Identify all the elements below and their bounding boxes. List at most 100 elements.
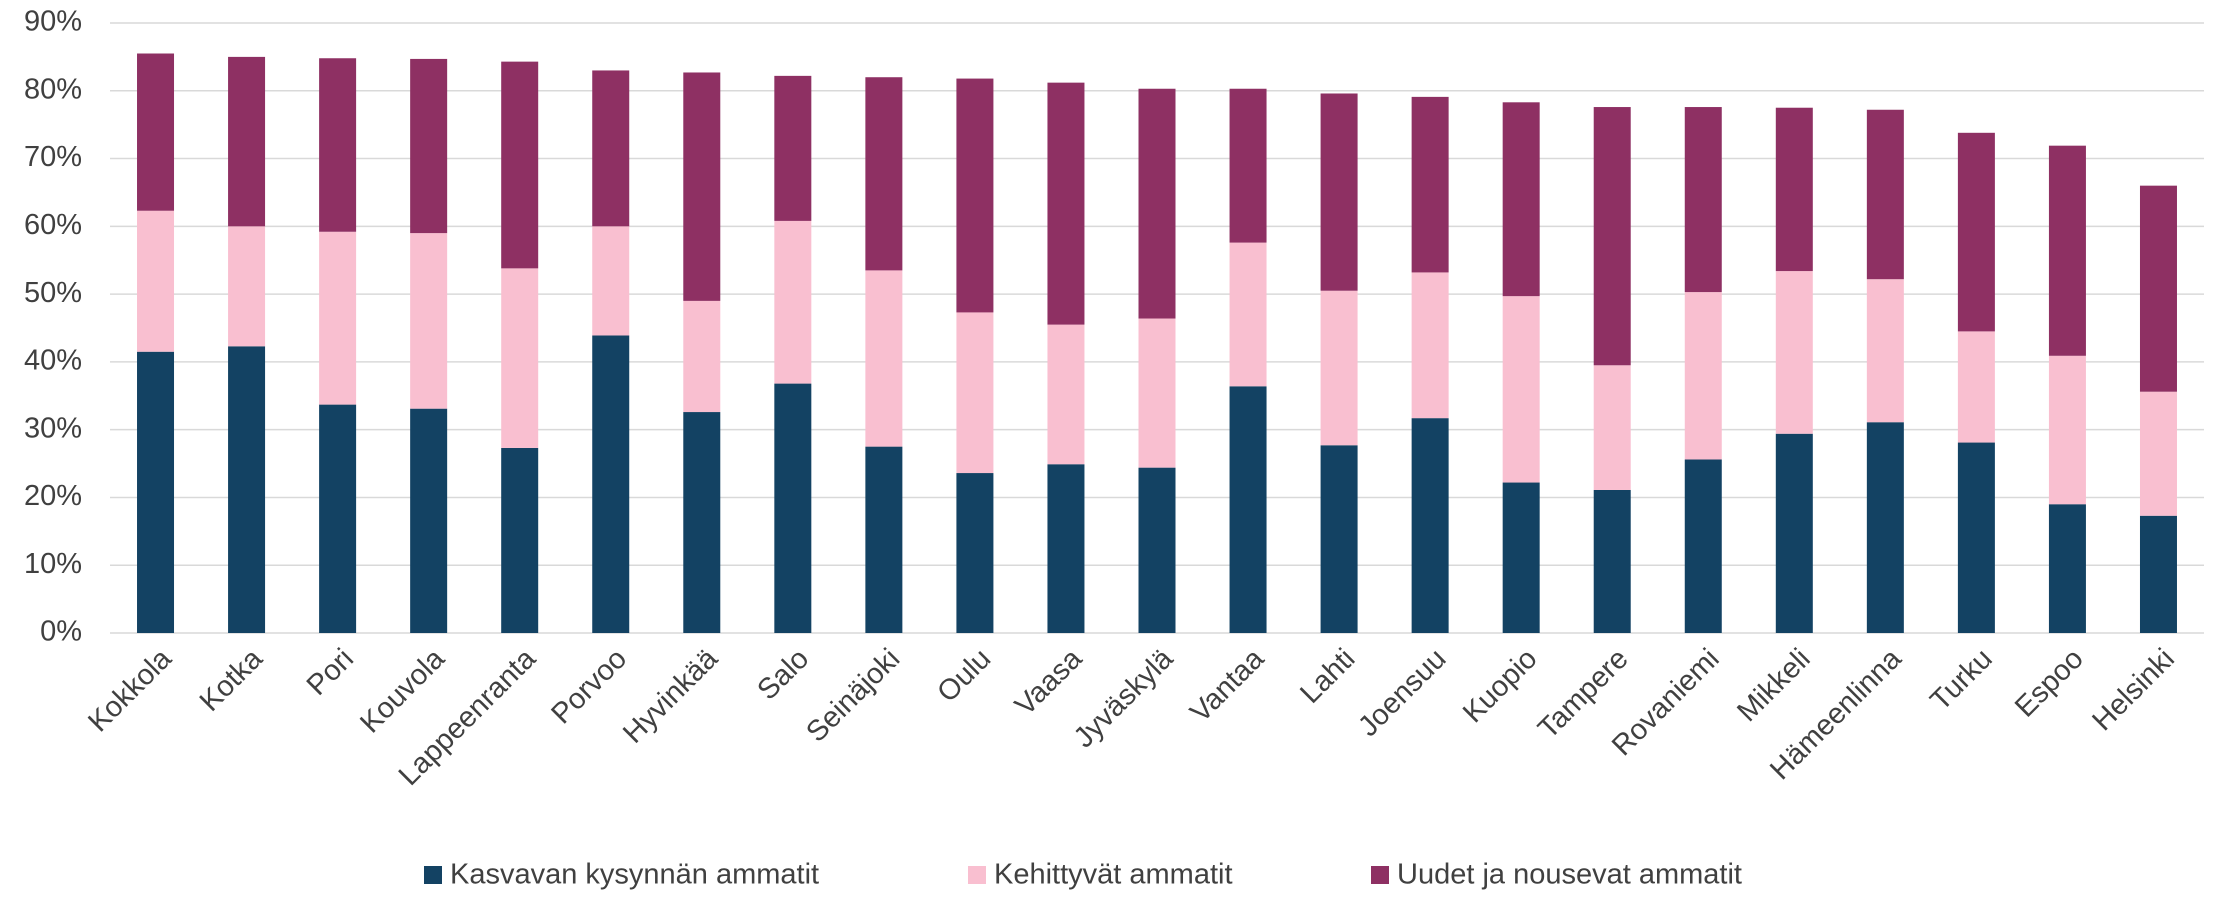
bar-segment [1684,107,1722,293]
bar-segment [501,268,539,448]
bar-segment [228,226,266,347]
x-tick-label: Joensuu [1352,643,1452,743]
bar-segment [1775,271,1813,434]
bar-segment [956,312,994,474]
legend-label: Uudet ja nousevat ammatit [1397,859,1742,891]
bar-segment [1775,107,1813,272]
bar-segment [1138,467,1176,633]
bar-segment [774,220,812,384]
x-tick-label: Helsinki [2086,643,2180,737]
bar-segment [1684,459,1722,633]
bar-segment [1229,88,1267,243]
x-tick-label: Salo [752,643,816,707]
bar-segment [501,447,539,633]
bar-segment [319,404,357,633]
legend-label: Kasvavan kysynnän ammatit [450,859,819,891]
x-tick-label: Seinäjoki [800,643,906,749]
legend-swatch [1371,866,1389,884]
x-tick-label: Vaasa [1009,642,1089,722]
bar-segment [1138,88,1176,319]
bar-segment [774,75,812,221]
bar-segment [592,70,630,227]
x-tick-label: Kokkola [82,642,178,738]
bar-segment [1047,464,1085,633]
bar-segment [410,233,448,409]
y-tick-label: 80% [24,73,82,105]
legend-swatch [968,866,986,884]
bar-segment [1866,279,1904,423]
bar-segment [228,346,266,633]
bar-segment [2139,185,2177,392]
bar-segment [1411,418,1449,633]
bar-segment [1957,331,1995,443]
x-tick-label: Mikkeli [1731,643,1816,728]
x-tick-label: Turku [1924,643,1998,717]
bar-segment [865,270,903,447]
bar-segment [1957,442,1995,633]
bar-segment [501,61,539,269]
y-tick-label: 60% [24,209,82,241]
bar-segment [592,226,630,336]
bar-segment [2139,391,2177,516]
x-tick-label: Hyvinkää [617,642,725,750]
bar-segment [683,300,721,413]
bar-segment [1047,82,1085,325]
bar-segment [1593,107,1631,366]
bar-segment [1229,386,1267,633]
y-tick-label: 50% [24,277,82,309]
bar-segment [1502,102,1540,297]
bar-segment [956,473,994,633]
bar-segment [319,231,357,405]
bar-segment [137,210,175,352]
bar-segment [1866,422,1904,633]
bar-segment [1411,272,1449,419]
x-tick-label: Lahti [1294,643,1361,710]
bar-segment [683,412,721,633]
x-tick-label: Vantaa [1184,642,1271,729]
bar-segment [319,58,357,232]
x-tick-label: Porvoo [545,643,633,731]
y-tick-label: 0% [40,616,82,648]
bar-segment [865,446,903,633]
bar-segment [592,335,630,633]
bar-segment [1684,292,1722,460]
bar-segment [2048,145,2086,356]
x-tick-label: Pori [301,643,360,702]
bar-segment [774,383,812,633]
y-tick-label: 20% [24,480,82,512]
bar-segment [137,53,175,211]
bar-segment [228,56,266,227]
x-tick-label: Espoo [2009,643,2090,724]
bar-segment [1593,489,1631,633]
bar-segment [1320,445,1358,633]
y-tick-label: 30% [24,412,82,444]
bar-segment [410,58,448,234]
bar-segment [683,72,721,301]
bar-segment [1320,93,1358,291]
bar-segment [137,351,175,633]
x-tick-label: Oulu [931,643,997,709]
bar-segment [1502,482,1540,633]
y-tick-label: 10% [24,548,82,580]
y-tick-label: 70% [24,141,82,173]
bar-segment [1229,242,1267,387]
bar-segment [1320,290,1358,446]
bar-segment [1593,365,1631,490]
y-tick-label: 90% [24,6,82,38]
bar-segment [2048,355,2086,505]
legend-swatch [424,866,442,884]
x-tick-label: Kotka [194,642,270,718]
bar-segment [865,77,903,271]
bar-segment [1775,433,1813,633]
legend-label: Kehittyvät ammatit [994,859,1233,891]
bar-segment [1502,296,1540,483]
bar-segment [2048,504,2086,633]
bar-segment [1957,132,1995,332]
x-tick-label: Jyväskylä [1068,642,1180,754]
x-tick-label: Kuopio [1457,643,1543,729]
bar-segment [2139,515,2177,633]
y-tick-label: 40% [24,345,82,377]
bar-segment [1866,109,1904,280]
bar-segment [1047,324,1085,465]
